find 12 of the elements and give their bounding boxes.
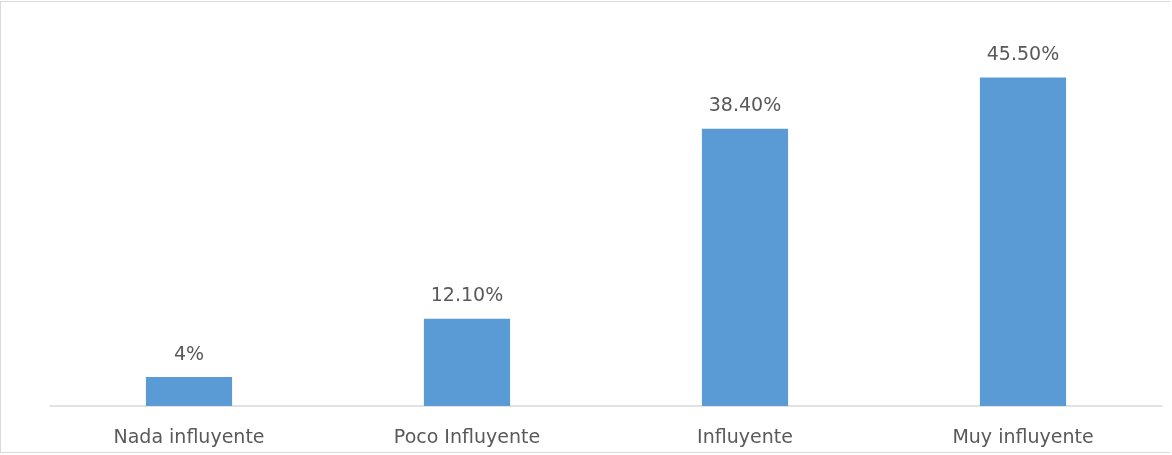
bar	[979, 77, 1067, 406]
bar	[423, 318, 511, 406]
bar	[701, 128, 789, 406]
data-label: 45.50%	[986, 41, 1060, 64]
x-tick-label: Muy influyente	[952, 424, 1094, 447]
data-label: 4%	[173, 341, 205, 364]
bar	[145, 377, 233, 406]
data-label: 12.10%	[430, 283, 504, 306]
x-tick-label: Influyente	[697, 424, 793, 447]
x-tick-label: Poco Influyente	[393, 424, 541, 447]
x-tick-label: Nada influyente	[113, 424, 265, 447]
data-label: 38.40%	[708, 93, 782, 116]
